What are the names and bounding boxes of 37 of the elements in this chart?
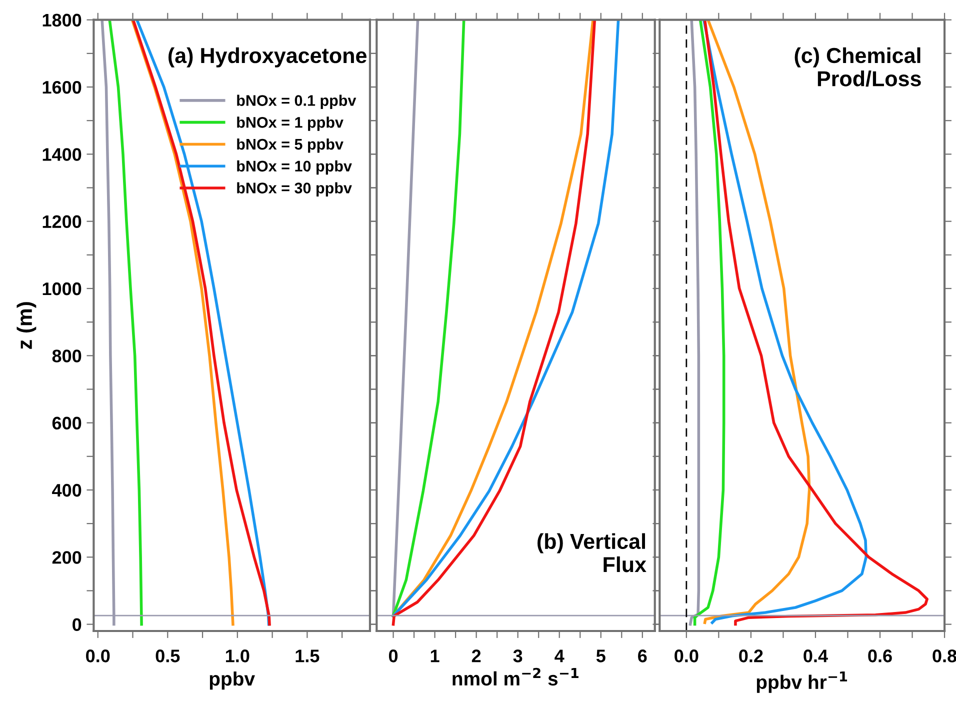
x-tick-label: 0.5 bbox=[156, 650, 180, 662]
x-tick-label: 6 bbox=[638, 650, 647, 662]
legend-label: bNOx = 10 ppbv bbox=[237, 160, 352, 175]
annotation: (a) Hydroxyacetone bbox=[168, 47, 366, 68]
y-tick-label: 1400 bbox=[42, 148, 82, 161]
x-tick-label: 0 bbox=[388, 650, 398, 662]
legend-label: bNOx = 1 ppbv bbox=[237, 116, 344, 131]
x-tick-label: 0.4 bbox=[804, 650, 828, 662]
y-tick-label: 0 bbox=[72, 618, 82, 632]
y-tick-label: 600 bbox=[52, 416, 82, 430]
legend-label: bNOx = 30 ppbv bbox=[237, 182, 352, 196]
x-tick-label: 1 bbox=[430, 650, 440, 662]
y-axis-title: z (m) bbox=[16, 302, 36, 349]
annotation: (c) Chemical Prod/Loss bbox=[794, 47, 921, 87]
x-tick-label: 0.0 bbox=[86, 650, 110, 662]
y-tick-label: 200 bbox=[52, 551, 82, 564]
x-tick-label: 3 bbox=[513, 650, 522, 662]
legend-label: bNOx = 0.1 ppbv bbox=[237, 94, 356, 109]
x-axis-title: ppbv hr$^{−1}$ bbox=[756, 671, 848, 693]
y-tick-label: 800 bbox=[52, 350, 82, 362]
x-tick-label: 0.0 bbox=[674, 650, 698, 662]
x-tick-label: 0.2 bbox=[739, 650, 763, 662]
x-tick-label: 0.6 bbox=[868, 650, 892, 662]
x-tick-label: 5 bbox=[596, 650, 606, 662]
annotation: (b) Vertical Flux bbox=[538, 533, 646, 572]
x-tick-label: 1.5 bbox=[296, 650, 320, 662]
y-tick-label: 1800 bbox=[42, 14, 82, 27]
y-tick-label: 1000 bbox=[42, 282, 82, 296]
y-tick-label: 1200 bbox=[42, 215, 82, 228]
x-tick-label: 1.0 bbox=[226, 650, 250, 662]
legend-label: bNOx = 5 ppbv bbox=[237, 138, 344, 153]
y-tick-label: 400 bbox=[52, 484, 82, 497]
x-tick-label: 4 bbox=[554, 650, 564, 662]
x-tick-label: 2 bbox=[472, 650, 481, 662]
x-axis-title: nmol m$^{−2}$ s$^{−1}$ bbox=[452, 668, 578, 686]
x-axis-title: ppbv bbox=[210, 671, 255, 690]
y-tick-label: 1600 bbox=[42, 80, 82, 94]
